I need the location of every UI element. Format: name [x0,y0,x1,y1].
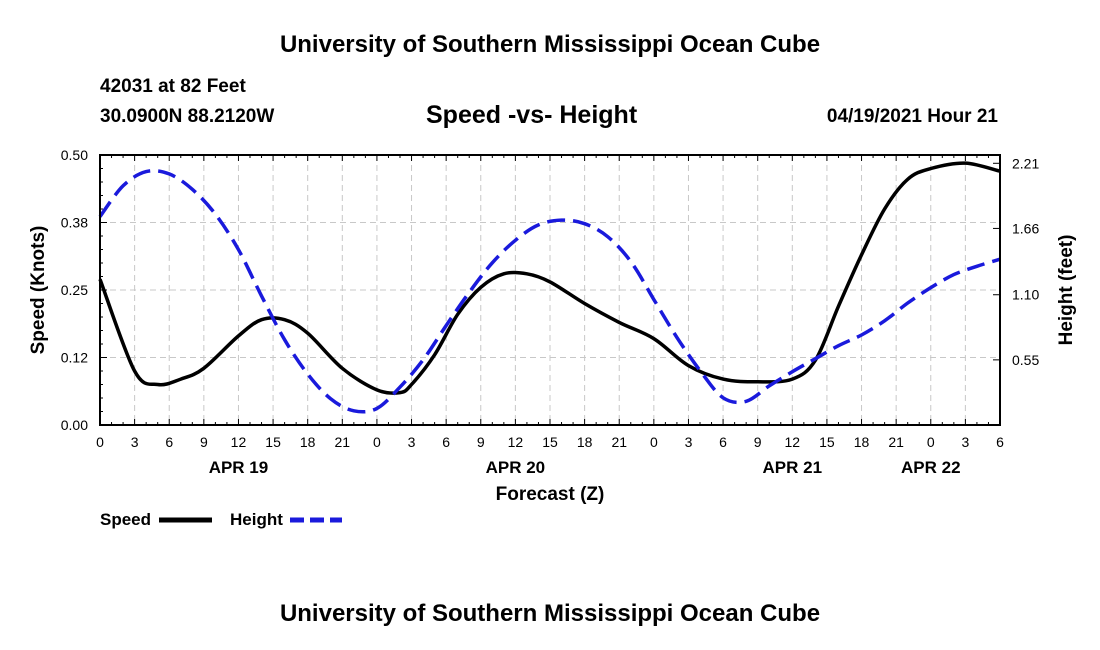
y-tick-label: 0.25 [61,282,88,298]
chart-series [98,161,1001,414]
x-tick-label: 0 [96,434,104,450]
legend: Speed Height [100,510,342,529]
day-label: APR 21 [763,458,823,477]
footer-title: University of Southern Mississippi Ocean… [279,600,821,627]
x-tick-label: 3 [131,434,139,450]
x-tick-label: 12 [508,434,524,450]
x-tick-label: 0 [927,434,935,450]
x-tick-label: 6 [442,434,450,450]
series-line-speed [98,161,1001,395]
x-tick-label: 18 [854,434,870,450]
y2-tick-label: 1.66 [1012,220,1039,236]
station-label: 42031 at 82 Feet [100,76,246,97]
datetime-label: 04/19/2021 Hour 21 [826,106,998,127]
y-axis-label: Speed (Knots) [28,226,49,355]
x-tick-label: 21 [888,434,904,450]
y-tick-label: 0.38 [61,215,88,231]
x-tick-label: 3 [685,434,693,450]
coordinates-label: 30.0900N 88.2120W [100,106,275,127]
y-tick-label: 0.12 [61,350,88,366]
x-tick-label: 21 [335,434,351,450]
x-tick-label: 3 [961,434,969,450]
x-tick-label: 6 [719,434,727,450]
x-tick-label: 9 [200,434,208,450]
x-tick-label: 0 [373,434,381,450]
legend-speed-label: Speed [100,510,151,529]
x-tick-label: 18 [300,434,316,450]
series-line-height [98,168,1001,414]
y2-tick-label: 1.10 [1012,287,1039,303]
x-tick-label: 12 [231,434,247,450]
x-tick-label: 0 [650,434,658,450]
x-tick-label: 15 [819,434,835,450]
x-tick-label: 12 [785,434,801,450]
x-tick-label: 3 [408,434,416,450]
x-tick-label: 21 [611,434,627,450]
x-tick-label: 9 [477,434,485,450]
legend-height-label: Height [230,510,283,529]
y-tick-label: 0.50 [61,147,88,163]
plot-frame [99,154,1001,426]
y2-tick-label: 2.21 [1012,155,1039,171]
axis-labels: 0 3 6 9 12 15 18 21 0 3 6 9 12 15 18 21 0 3 6 9 12 15 18 21 0 3 6 A… [61,147,1040,477]
x-tick-label: 15 [265,434,281,450]
x-tick-label: 6 [165,434,173,450]
day-label: APR 22 [901,458,961,477]
x-tick-label: 15 [542,434,558,450]
grid-lines [99,155,1001,425]
x-tick-label: 6 [996,434,1004,450]
day-label: APR 20 [486,458,546,477]
x-axis-label: Forecast (Z) [496,484,605,505]
x-tick-label: 18 [577,434,593,450]
page-title: University of Southern Mississippi Ocean… [279,31,821,58]
x-tick-label: 9 [754,434,762,450]
chart-title: Speed -vs- Height [426,101,638,129]
day-label: APR 19 [209,458,269,477]
y2-tick-label: 0.55 [1012,352,1039,368]
y2-axis-label: Height (feet) [1056,235,1077,346]
y-tick-label: 0.00 [61,417,88,433]
